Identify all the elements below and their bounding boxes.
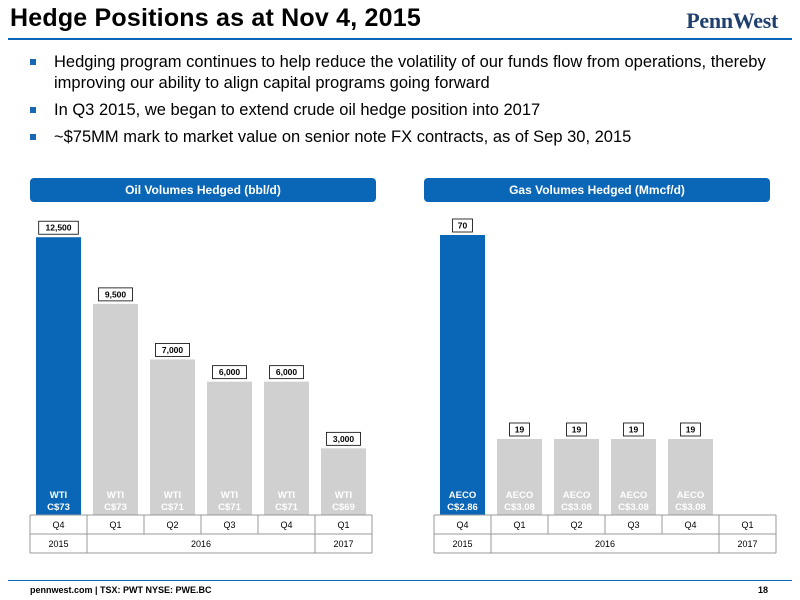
bar-price: C$2.86 xyxy=(447,502,478,513)
bar-price-type: AECO xyxy=(506,490,533,501)
x-tick-label: Q1 xyxy=(109,520,121,530)
bar-price-type: AECO xyxy=(677,490,704,501)
bar-price-type: AECO xyxy=(563,490,590,501)
bar xyxy=(93,303,138,515)
value-label-box xyxy=(566,422,587,437)
year-label: 2015 xyxy=(452,539,472,549)
bar xyxy=(264,381,309,515)
bar-price: C$3.08 xyxy=(618,502,649,513)
bar-price: C$71 xyxy=(218,502,241,513)
value-label-box xyxy=(38,220,79,235)
gas-volumes-chart: 70AECOC$2.8619AECOC$3.0819AECOC$3.0819AE… xyxy=(433,218,777,554)
bullet-item: In Q3 2015, we began to extend crude oil… xyxy=(28,100,778,121)
oil-chart-title: Oil Volumes Hedged (bbl/d) xyxy=(30,178,376,202)
bar xyxy=(150,359,195,515)
bar-price: C$71 xyxy=(275,502,298,513)
bar xyxy=(668,439,713,515)
bar-price-type: WTI xyxy=(164,490,181,501)
value-label-box xyxy=(326,431,361,446)
bar-price-type: AECO xyxy=(449,490,476,501)
value-label-box xyxy=(212,365,247,380)
x-tick-label: Q4 xyxy=(684,520,696,530)
bullet-square-icon xyxy=(30,134,36,140)
x-tick-label: Q3 xyxy=(223,520,235,530)
bar xyxy=(440,235,485,515)
value-label: 19 xyxy=(686,425,696,435)
value-label: 6,000 xyxy=(219,367,241,377)
x-tick-label: Q3 xyxy=(627,520,639,530)
bullet-list: Hedging program continues to help reduce… xyxy=(28,52,778,154)
value-label: 70 xyxy=(458,221,468,231)
year-label: 2017 xyxy=(333,539,353,549)
bar xyxy=(611,439,656,515)
value-label: 19 xyxy=(515,425,525,435)
year-label: 2015 xyxy=(48,539,68,549)
footer-site-tickers: pennwest.com | TSX: PWT NYSE: PWE.BC xyxy=(30,585,212,595)
bar-price: C$69 xyxy=(332,502,355,513)
bar-price-type: AECO xyxy=(620,490,647,501)
bar-price: C$3.08 xyxy=(504,502,535,513)
x-tick-label: Q1 xyxy=(741,520,753,530)
bar xyxy=(554,439,599,515)
bar-price: C$73 xyxy=(47,502,70,513)
value-label-box xyxy=(623,422,644,437)
value-label-box xyxy=(452,218,473,233)
value-label: 3,000 xyxy=(333,434,355,444)
bar-price-type: WTI xyxy=(50,490,67,501)
page-number: 18 xyxy=(757,585,768,595)
value-label: 7,000 xyxy=(162,345,184,355)
x-tick-label: Q4 xyxy=(52,520,64,530)
year-label: 2016 xyxy=(191,539,211,549)
bullet-square-icon xyxy=(30,59,36,65)
bar xyxy=(207,381,252,515)
bar-price: C$71 xyxy=(161,502,184,513)
value-label-box xyxy=(98,287,133,302)
bar-price-type: WTI xyxy=(221,490,238,501)
year-label: 2017 xyxy=(737,539,757,549)
bullet-item: ~$75MM mark to market value on senior no… xyxy=(28,127,778,148)
value-label-box xyxy=(155,343,190,357)
bullet-item: Hedging program continues to help reduce… xyxy=(28,52,778,94)
value-label-box xyxy=(269,365,304,380)
value-label: 12,500 xyxy=(46,223,72,233)
bar xyxy=(321,448,366,515)
x-tick-label: Q1 xyxy=(337,520,349,530)
x-tick-label: Q4 xyxy=(456,520,468,530)
year-label: 2016 xyxy=(595,539,615,549)
bar-price: C$73 xyxy=(104,502,127,513)
value-label: 6,000 xyxy=(276,367,298,377)
bar-price: C$3.08 xyxy=(675,502,706,513)
x-tick-label: Q1 xyxy=(513,520,525,530)
x-tick-label: Q2 xyxy=(570,520,582,530)
bar xyxy=(497,439,542,515)
value-label-box xyxy=(509,422,530,437)
x-tick-label: Q4 xyxy=(280,520,292,530)
value-label: 9,500 xyxy=(105,289,127,299)
gas-chart-title: Gas Volumes Hedged (Mmcf/d) xyxy=(424,178,770,202)
bar-price-type: WTI xyxy=(107,490,124,501)
bar xyxy=(36,237,81,515)
value-label-box xyxy=(680,422,701,437)
bullet-square-icon xyxy=(30,107,36,113)
x-tick-label: Q2 xyxy=(166,520,178,530)
footer-divider xyxy=(8,580,792,581)
pennwest-logo: PennWest xyxy=(686,8,778,33)
value-label: 19 xyxy=(629,425,639,435)
oil-volumes-chart: 12,500WTIC$739,500WTIC$737,000WTIC$716,0… xyxy=(29,220,373,554)
bar-price-type: WTI xyxy=(335,490,352,501)
value-label: 19 xyxy=(572,425,582,435)
bar-price-type: WTI xyxy=(278,490,295,501)
bar-price: C$3.08 xyxy=(561,502,592,513)
page-title: Hedge Positions as at Nov 4, 2015 xyxy=(10,4,421,32)
title-divider xyxy=(8,38,792,40)
